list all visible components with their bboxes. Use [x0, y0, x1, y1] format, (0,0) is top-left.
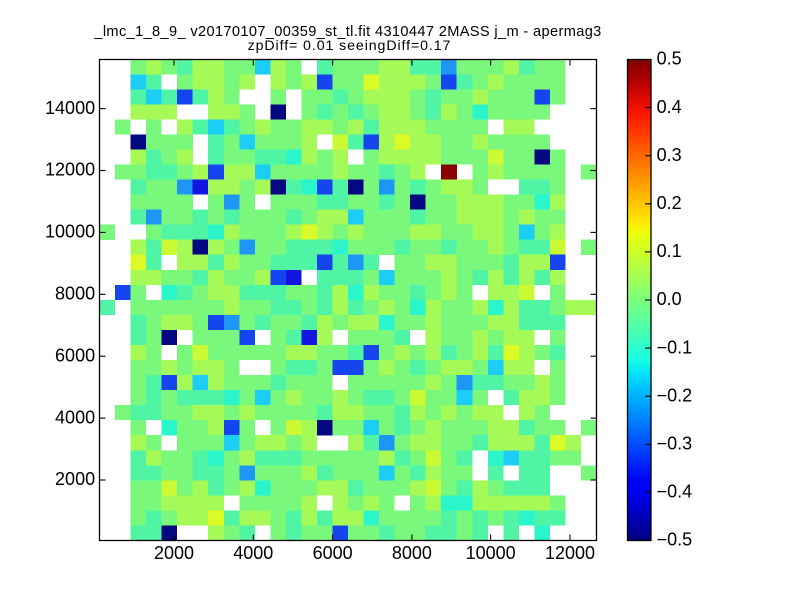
svg-text:0.3: 0.3 [657, 145, 682, 165]
svg-text:4000: 4000 [55, 407, 95, 427]
svg-text:8000: 8000 [55, 284, 95, 304]
svg-text:2000: 2000 [154, 543, 194, 563]
svg-text:0.1: 0.1 [657, 241, 682, 261]
svg-text:−0.1: −0.1 [657, 337, 693, 357]
svg-text:−0.3: −0.3 [657, 434, 693, 454]
svg-text:6000: 6000 [55, 345, 95, 365]
svg-text:12000: 12000 [45, 160, 95, 180]
svg-text:10000: 10000 [45, 222, 95, 242]
svg-text:0.0: 0.0 [657, 289, 682, 309]
svg-text:0.5: 0.5 [657, 49, 682, 69]
svg-text:8000: 8000 [392, 543, 432, 563]
svg-text:14000: 14000 [45, 98, 95, 118]
svg-text:12000: 12000 [545, 543, 595, 563]
svg-text:6000: 6000 [313, 543, 353, 563]
svg-text:2000: 2000 [55, 469, 95, 489]
svg-text:10000: 10000 [466, 543, 516, 563]
svg-text:0.2: 0.2 [657, 193, 682, 213]
svg-text:−0.4: −0.4 [657, 482, 693, 502]
svg-text:−0.5: −0.5 [657, 530, 693, 550]
svg-text:−0.2: −0.2 [657, 385, 693, 405]
svg-text:0.4: 0.4 [657, 97, 682, 117]
svg-text:4000: 4000 [233, 543, 273, 563]
